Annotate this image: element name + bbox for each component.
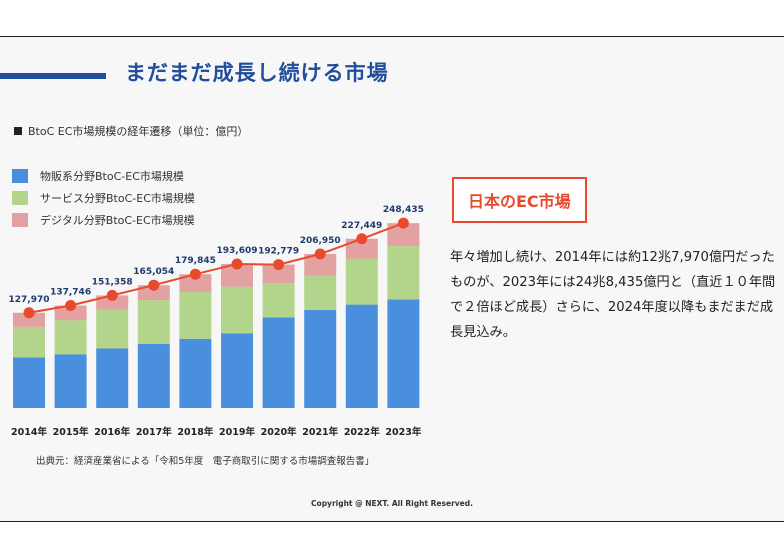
bar-segment (179, 291, 212, 339)
legend-item-service: サービス分野BtoC-EC市場規模 (12, 187, 195, 209)
chart-title-text: BtoC EC市場規模の経年遷移（単位：億円） (28, 125, 249, 138)
x-tick-label: 2020年 (261, 426, 297, 438)
bar-segment (304, 309, 337, 408)
data-label: 192,779 (258, 247, 299, 257)
data-label: 127,970 (9, 295, 50, 305)
bar-segment (96, 309, 129, 349)
total-point (23, 307, 35, 319)
data-label: 165,054 (133, 267, 174, 277)
legend-item-digital: デジタル分野BtoC-EC市場規模 (12, 209, 195, 231)
data-label: 193,609 (217, 246, 258, 256)
legend-swatch (12, 191, 28, 205)
bar-segment (137, 344, 170, 408)
x-tick-label: 2017年 (136, 426, 172, 438)
total-point (231, 258, 243, 270)
bar-segment (345, 304, 378, 408)
bar-segment (13, 326, 45, 358)
chart-source: 出典元：経済産業省による「令和5年度 電子商取引に関する市場調査報告書」 (36, 456, 375, 467)
bar-segment (345, 258, 378, 305)
bar-segment (137, 285, 170, 301)
description-text: 年々増加し続け、2014年には約12兆7,970億円だったものが、2023年には… (450, 250, 776, 340)
data-label: 179,845 (175, 256, 216, 266)
page-title: まだまだ成長し続ける市場 (125, 61, 389, 85)
total-line (28, 222, 404, 314)
bar-segment (137, 300, 170, 345)
title-accent-bar (0, 73, 106, 79)
bar-segment (96, 295, 129, 310)
x-tick-label: 2016年 (94, 426, 130, 438)
bar-segment (54, 305, 87, 321)
total-point (397, 217, 409, 229)
bar-segment (54, 354, 87, 408)
bar-segment (221, 333, 253, 408)
bar-segment (221, 286, 253, 334)
data-label: 248,435 (383, 205, 424, 215)
x-tick-label: 2019年 (219, 426, 255, 438)
total-point (106, 289, 118, 301)
x-tick-label: 2022年 (344, 426, 380, 438)
bar-segment (13, 312, 45, 327)
legend-label: 物販系分野BtoC-EC市場規模 (40, 170, 184, 183)
section-badge: 日本のEC市場 (452, 177, 587, 223)
data-label: 137,746 (50, 288, 91, 298)
slide: まだまだ成長し続ける市場 BtoC EC市場規模の経年遷移（単位：億円） 物販系… (0, 36, 784, 522)
bar-segment (262, 264, 295, 284)
bar-segment (387, 246, 420, 300)
total-point (65, 300, 77, 312)
bar-segment (387, 299, 420, 408)
data-label: 206,950 (300, 236, 341, 246)
square-bullet-icon (14, 127, 22, 135)
bar-segment (345, 238, 378, 259)
legend-label: デジタル分野BtoC-EC市場規模 (40, 214, 195, 227)
legend-item-goods: 物販系分野BtoC-EC市場規模 (12, 165, 195, 187)
bar-segment (221, 263, 253, 287)
bar-segment (13, 357, 45, 408)
total-point (273, 259, 285, 271)
legend-label: サービス分野BtoC-EC市場規模 (40, 192, 195, 205)
bar-segment (179, 274, 212, 292)
x-tick-label: 2018年 (177, 426, 213, 438)
x-tick-label: 2023年 (385, 426, 421, 438)
bar-segment (96, 348, 129, 408)
copyright: Copyright @ NEXT. All Right Reserved. (311, 499, 473, 508)
x-tick-label: 2014年 (11, 426, 47, 438)
data-label: 151,358 (92, 277, 133, 287)
total-point (314, 248, 326, 260)
legend-swatch (12, 213, 28, 227)
bar-segment (387, 223, 420, 247)
bar-segment (304, 275, 337, 310)
bar-segment (304, 254, 337, 276)
total-point (356, 233, 368, 245)
chart-legend: 物販系分野BtoC-EC市場規模 サービス分野BtoC-EC市場規模 デジタル分… (12, 165, 195, 231)
data-label: 227,449 (341, 221, 382, 231)
bar-segment (262, 317, 295, 408)
bar-segment (54, 320, 87, 355)
x-tick-label: 2021年 (302, 426, 338, 438)
total-point (189, 268, 201, 280)
chart-title: BtoC EC市場規模の経年遷移（単位：億円） (14, 123, 248, 139)
x-tick-label: 2015年 (53, 426, 89, 438)
legend-swatch (12, 169, 28, 183)
bar-segment (179, 338, 212, 408)
total-point (148, 279, 160, 291)
bar-segment (262, 283, 295, 318)
stacked-bar-chart: 2014年 2015年 2016年 2017年 2018年 2019年 2020年 2021年… (9, 205, 424, 438)
